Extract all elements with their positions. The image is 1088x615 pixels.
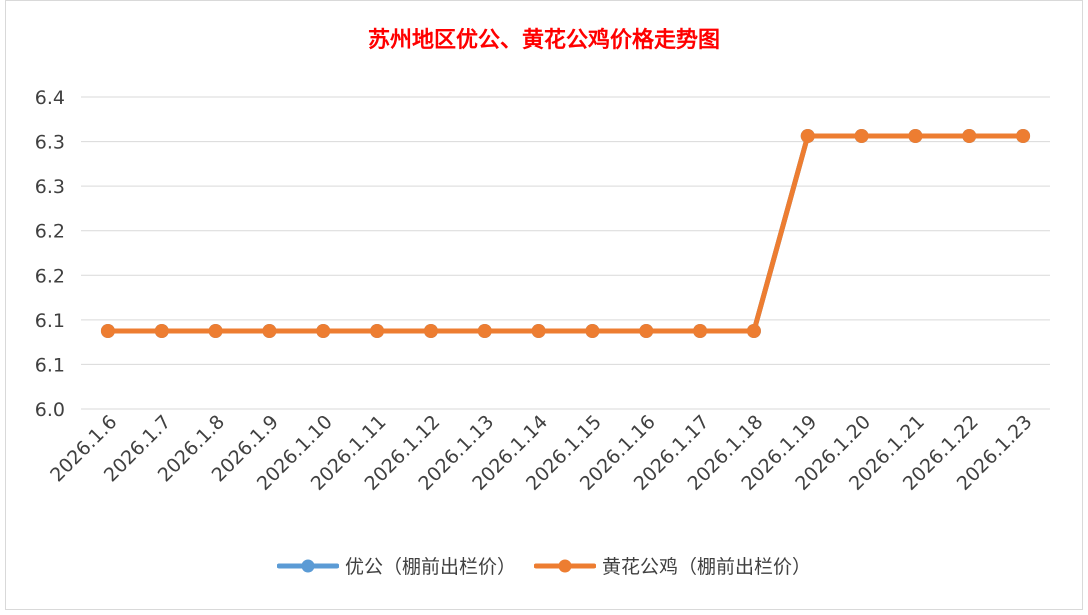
- data-point-series-2: [693, 324, 708, 338]
- legend-label-series-2: 黄花公鸡（棚前出栏价）: [602, 556, 812, 578]
- data-point-series-2: [531, 324, 546, 338]
- series-line-1: [105, 133, 1026, 334]
- chart-title: 苏州地区优公、黄花公鸡价格走势图: [367, 27, 720, 53]
- data-point-series-2: [1016, 129, 1031, 143]
- y-tick-label: 6.1: [35, 354, 65, 376]
- data-point-series-2: [208, 324, 223, 338]
- data-point-series-2: [585, 324, 600, 338]
- legend-item-series-2: 黄花公鸡（棚前出栏价）: [534, 552, 811, 579]
- y-tick-label: 6.3: [35, 176, 65, 198]
- legend-label-series-1: 优公（棚前出栏价）: [344, 556, 516, 578]
- y-tick-label: 6.1: [35, 310, 65, 332]
- data-point-series-2: [316, 324, 331, 338]
- series-line-2: [105, 133, 1026, 334]
- data-point-series-2: [639, 324, 654, 338]
- y-tick-label: 6.3: [35, 132, 65, 154]
- y-tick-label: 6.2: [35, 265, 65, 287]
- chart-frame: [5, 0, 1083, 610]
- legend-swatch-series-1: [276, 559, 339, 572]
- data-point-series-2: [477, 324, 492, 338]
- data-point-series-2: [800, 129, 815, 143]
- y-tick-label: 6.4: [35, 87, 65, 109]
- data-point-series-2: [154, 324, 169, 338]
- data-point-series-2: [100, 324, 115, 338]
- y-tick-label: 6.2: [35, 221, 65, 243]
- legend-swatch-series-2: [534, 559, 596, 572]
- y-tick-label: 6.0: [35, 399, 65, 421]
- data-point-series-2: [746, 324, 761, 338]
- data-point-series-2: [962, 129, 977, 143]
- data-point-series-2: [854, 129, 869, 143]
- data-point-series-2: [370, 324, 385, 338]
- data-point-series-2: [908, 129, 923, 143]
- data-point-series-2: [262, 324, 277, 338]
- legend: 优公（棚前出栏价） 黄花公鸡（棚前出栏价）: [0, 552, 1088, 579]
- data-point-series-2: [423, 324, 438, 338]
- legend-item-series-1: 优公（棚前出栏价）: [276, 552, 516, 579]
